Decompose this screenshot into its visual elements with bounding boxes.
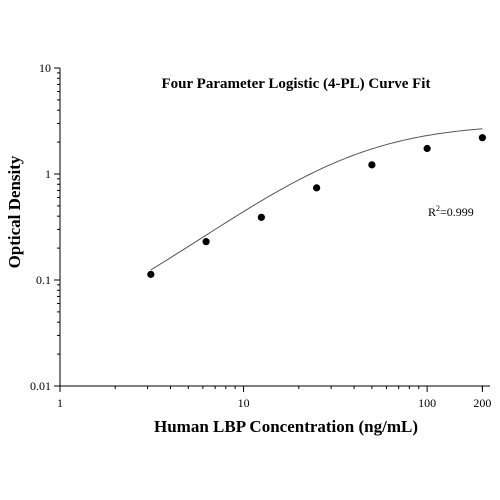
data-point [202,238,210,246]
data-point [368,161,376,169]
r-squared-prefix: R [428,205,436,219]
y-tick-label: 10 [39,61,51,75]
data-point [478,134,487,142]
y-tick-label: 0.1 [36,273,51,287]
r-squared-superscript: 2 [436,204,440,213]
chart-title: Four Parameter Logistic (4-PL) Curve Fit [162,76,431,92]
x-tick-label: 1 [57,396,63,410]
axes: 0.01 0.1 1 10 1 10 100 200 [30,61,491,410]
data-point [257,213,265,221]
data-points [147,134,487,278]
fit-curve-group [150,128,483,271]
y-tick-label: 0.01 [30,379,51,393]
x-tick-label: 200 [473,396,491,410]
x-axis-label: Human LBP Concentration (ng/mL) [154,417,418,436]
fit-curve [150,128,483,271]
data-point [423,144,431,153]
y-tick-label: 1 [45,167,51,181]
x-tick-label: 10 [238,396,250,410]
data-point [147,270,155,278]
x-tick-label: 100 [418,396,436,410]
data-point [313,184,321,192]
y-axis-label: Optical Density [5,155,24,268]
r-squared-value: =0.999 [440,205,474,219]
r-squared-annotation: R2=0.999 [428,204,474,219]
